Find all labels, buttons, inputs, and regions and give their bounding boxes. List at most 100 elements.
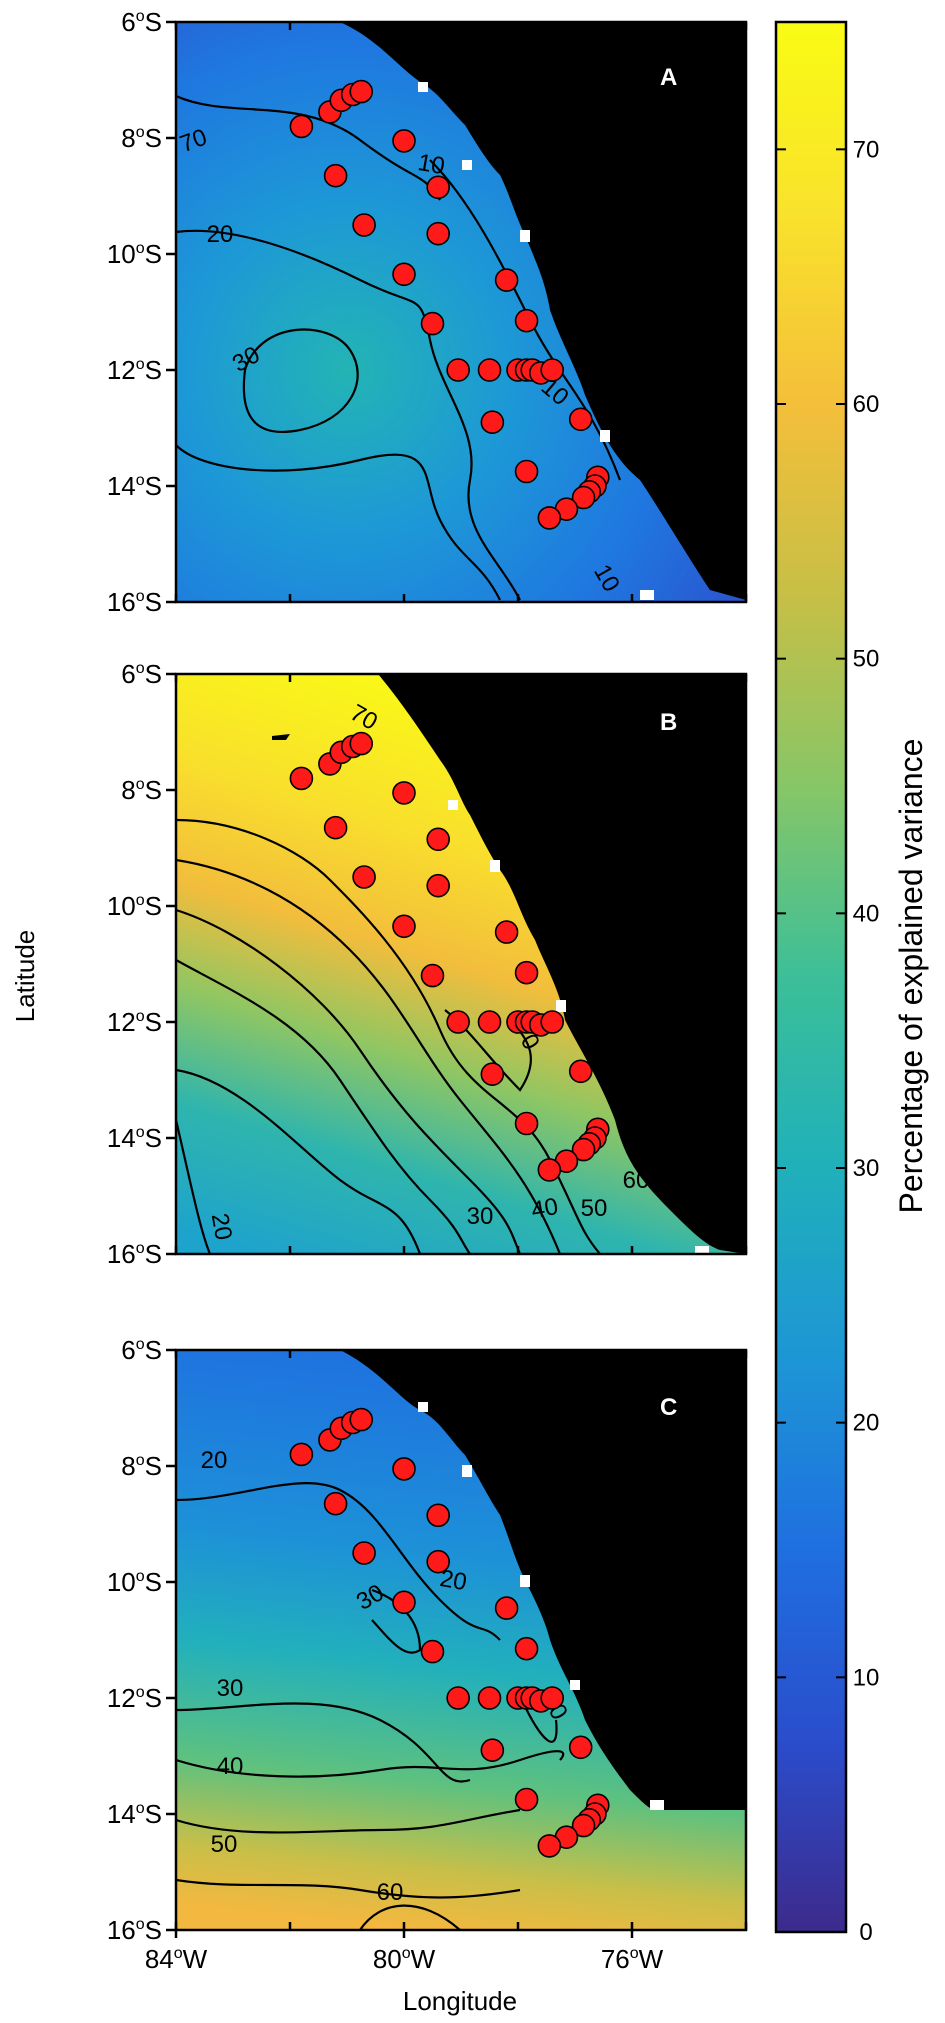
station-marker [426,1549,451,1574]
lat-tick-label: 10oS [107,239,162,269]
station-marker [352,865,376,889]
contour-label: 20 [207,221,234,248]
lat-tick-hemisphere: S [145,471,162,501]
lat-tick-value: 12 [107,1683,136,1713]
lat-tick-hemisphere: S [145,1123,162,1153]
degree-symbol: o [136,124,145,141]
lon-tick-value: 76 [601,1944,630,1974]
lat-tick-value: 6 [121,7,135,37]
lat-tick-value: 16 [107,1239,136,1269]
station-marker [540,1686,565,1710]
station-marker [392,914,416,939]
colorbar-bar [774,20,848,1934]
station-marker [289,114,314,139]
contour-label: 40 [529,1193,560,1224]
contour-label: 60 [623,1167,650,1194]
station-marker [537,506,562,530]
degree-symbol: o [136,892,145,909]
lat-tick-hemisphere: S [145,1451,162,1481]
lat-tick-label: 14oS [107,1799,162,1829]
station-marker [494,1596,519,1620]
lat-tick-hemisphere: S [145,891,162,921]
station-marker [446,1010,470,1034]
station-marker [480,410,505,435]
lat-tick-hemisphere: S [145,775,162,805]
lat-tick-label: 8oS [121,123,162,153]
lat-tick-label: 6oS [121,1335,162,1365]
lat-tick-value: 8 [121,123,135,153]
panel-a-frame [174,20,748,604]
station-marker [420,963,445,988]
lat-tick-value: 16 [107,587,136,617]
station-marker [392,262,416,287]
lon-tick-hemisphere: W [639,1944,664,1974]
lon-tick-label: 84oW [145,1944,208,1974]
contour-label: 20 [201,1447,228,1474]
station-marker [392,781,416,805]
station-marker [477,1686,502,1710]
station-marker [349,731,374,756]
panel-b-coast-notches [448,800,709,1254]
station-marker [571,1813,596,1838]
lat-tick-label: 12oS [107,1007,162,1037]
colorbar-tick-label: 0 [859,1919,872,1946]
colorbar-tick-label: 70 [853,136,880,163]
degree-symbol: o [136,1800,145,1817]
lat-tick-hemisphere: S [145,239,162,269]
degree-symbol: o [136,1124,145,1141]
panel-a-stations [289,79,610,530]
station-marker [494,920,519,944]
contour-label: 10 [416,149,447,180]
station-marker [349,1407,374,1432]
degree-symbol: o [136,8,145,25]
station-marker [446,358,470,382]
panel-c-stations [289,1407,610,1858]
panel-a-coast-notches [418,82,654,600]
lat-tick-value: 6 [121,659,135,689]
lat-tick-hemisphere: S [145,1239,162,1269]
contour-label: 30 [467,1203,494,1230]
colorbar-tick-label: 50 [853,646,880,673]
station-marker [392,1590,416,1615]
station-marker [477,1010,502,1034]
lat-tick-label: 16oS [107,1239,162,1269]
degree-symbol: o [136,660,145,677]
lat-tick-value: 10 [107,239,136,269]
station-marker [289,766,314,791]
lat-tick-value: 14 [107,1123,136,1153]
degree-symbol: o [402,1945,411,1962]
lat-tick-hemisphere: S [145,355,162,385]
lat-tick-hemisphere: S [145,587,162,617]
lon-tick-hemisphere: W [183,1944,208,1974]
lat-tick-label: 6oS [121,659,162,689]
lat-tick-value: 12 [107,1007,136,1037]
station-marker [568,407,593,432]
lat-tick-value: 10 [107,891,136,921]
panel-c-label: C [660,1394,677,1421]
colorbar-tick-label: 20 [853,1410,880,1437]
station-marker [420,1639,445,1664]
lat-tick-hemisphere: S [145,1799,162,1829]
lat-tick-label: 8oS [121,1451,162,1481]
station-marker [426,1503,451,1528]
station-marker [568,1735,593,1760]
lat-tick-label: 14oS [107,1123,162,1153]
panel-c-land [340,1350,746,1810]
station-marker [289,1442,314,1467]
degree-symbol: o [136,240,145,257]
station-marker [426,827,451,852]
degree-symbol: o [136,1240,145,1257]
lat-tick-label: 16oS [107,1915,162,1945]
lat-tick-label: 10oS [107,1567,162,1597]
contour-label: 20 [206,1211,237,1242]
degree-symbol: o [136,1452,145,1469]
lat-tick-label: 14oS [107,471,162,501]
station-marker [514,459,539,484]
lat-tick-label: 16oS [107,587,162,617]
panel-b-stations [289,731,610,1182]
degree-symbol: o [136,1916,145,1933]
lon-tick-value: 80 [373,1944,402,1974]
lat-tick-hemisphere: S [145,1567,162,1597]
